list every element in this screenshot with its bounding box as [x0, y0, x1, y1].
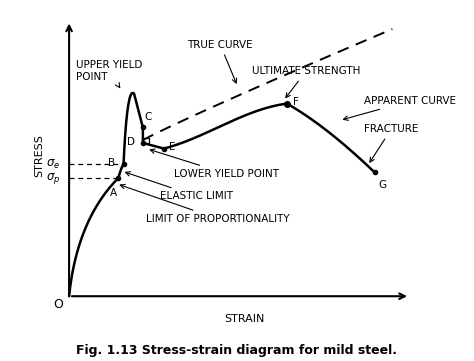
- Text: FRACTURE: FRACTURE: [364, 124, 419, 162]
- Text: STRESS: STRESS: [34, 134, 44, 177]
- Text: F: F: [293, 97, 299, 107]
- Text: G: G: [378, 179, 386, 190]
- Text: LOWER YIELD POINT: LOWER YIELD POINT: [150, 149, 280, 179]
- Text: Fig. 1.13 Stress-strain diagram for mild steel.: Fig. 1.13 Stress-strain diagram for mild…: [76, 344, 398, 357]
- Text: E: E: [169, 142, 176, 152]
- Text: $\sigma_p$: $\sigma_p$: [46, 171, 60, 186]
- Text: D: D: [127, 136, 135, 147]
- Text: A: A: [109, 188, 117, 198]
- Text: ULTIMATE STRENGTH: ULTIMATE STRENGTH: [252, 66, 360, 97]
- Text: $\sigma_e$: $\sigma_e$: [46, 157, 60, 171]
- Text: TRUE CURVE: TRUE CURVE: [187, 39, 253, 83]
- Text: UPPER YIELD
POINT: UPPER YIELD POINT: [76, 60, 143, 88]
- Text: B: B: [108, 158, 115, 168]
- Text: ELASTIC LIMIT: ELASTIC LIMIT: [126, 172, 233, 201]
- Text: O: O: [54, 298, 64, 311]
- Text: LIMIT OF PROPORTIONALITY: LIMIT OF PROPORTIONALITY: [120, 184, 290, 224]
- Text: C: C: [145, 112, 152, 122]
- Text: APPARENT CURVE: APPARENT CURVE: [344, 96, 456, 120]
- Text: STRAIN: STRAIN: [225, 314, 265, 324]
